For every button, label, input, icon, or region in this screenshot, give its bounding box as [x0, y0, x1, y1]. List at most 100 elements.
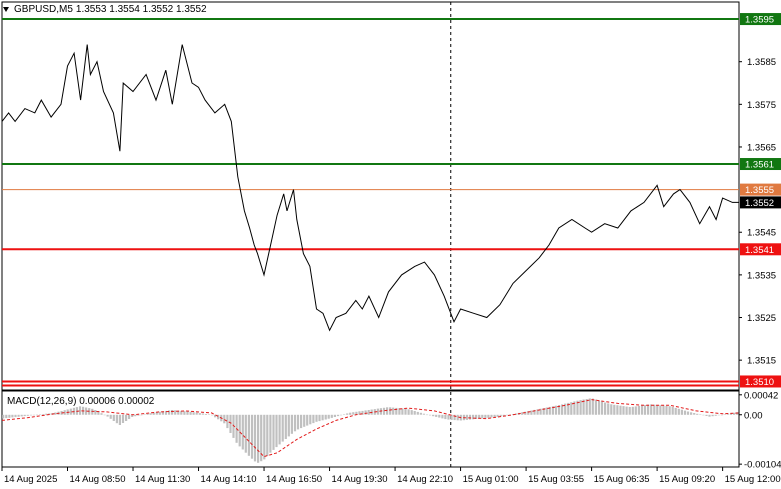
macd-histogram-bar [570, 402, 573, 415]
macd-histogram-bar [180, 410, 183, 415]
macd-histogram-bar [487, 414, 490, 418]
macd-histogram-bar [625, 406, 628, 415]
macd-histogram-bar [198, 413, 201, 415]
macd-histogram-bar [699, 414, 702, 415]
macd-histogram-bar [594, 399, 597, 415]
time-tick-label: 14 Aug 08:50 [70, 474, 126, 485]
macd-histogram-bar [253, 414, 257, 462]
macd-histogram-bar [177, 410, 180, 415]
time-tick-label: 15 Aug 12:00 [725, 474, 781, 485]
macd-histogram-bar [352, 412, 355, 415]
macd-histogram-bar [665, 405, 668, 415]
macd-histogram-bar [619, 405, 622, 415]
macd-histogram-bar [631, 406, 634, 415]
macd-histogram-bar [530, 410, 533, 415]
macd-histogram-bar [548, 406, 551, 415]
macd-histogram-bar [29, 414, 32, 416]
time-tick-label: 14 Aug 11:30 [135, 474, 190, 485]
macd-histogram-bar [152, 412, 155, 415]
macd-histogram-bar [125, 414, 128, 421]
macd-histogram-bar [128, 414, 131, 419]
macd-histogram-bar [14, 414, 17, 418]
macd-histogram-bar [668, 406, 671, 415]
macd-histogram-bar [389, 407, 392, 415]
macd-histogram-bar [404, 408, 407, 415]
macd-histogram-bar [610, 404, 613, 415]
macd-histogram-bar [343, 414, 346, 415]
macd-histogram-bar [358, 411, 361, 415]
macd-histogram-bar [349, 412, 352, 415]
macd-tick-label: -0.00104 [744, 460, 781, 471]
macd-histogram-bar [643, 405, 647, 415]
level-label: 1.3552 [745, 198, 774, 209]
macd-histogram-bar [558, 405, 561, 415]
macd-histogram-bar [207, 414, 211, 415]
time-tick-label: 15 Aug 01:00 [463, 474, 519, 485]
price-series-layer[interactable] [1, 44, 739, 332]
macd-histogram-bar [131, 414, 134, 417]
macd-histogram-bar [330, 414, 333, 418]
macd-histogram-bar [263, 414, 266, 460]
macd-histogram-bar [539, 408, 542, 415]
macd-histogram-bar [634, 406, 637, 415]
macd-histogram-bar [149, 413, 152, 415]
macd-histogram-bar [183, 411, 186, 415]
macd-signal-line[interactable] [1, 399, 740, 458]
price-tick-label: 1.3525 [747, 313, 776, 324]
macd-histogram-bar [54, 412, 57, 415]
macd-histogram-bar [100, 413, 103, 415]
macd-histogram-bar [168, 410, 171, 415]
macd-histogram-bar [333, 414, 336, 417]
level-label-box [740, 158, 781, 171]
macd-histogram-bar [45, 413, 48, 415]
macd-histogram-bar [211, 414, 214, 416]
macd-histogram-bar [484, 414, 487, 419]
macd-histogram-bar [355, 411, 358, 415]
macd-histogram-bar [94, 410, 97, 415]
macd-histogram-bar [637, 405, 640, 415]
macd-histogram-bar [472, 414, 475, 420]
macd-histogram-bar [542, 408, 545, 415]
macd-histogram-bar [106, 414, 109, 417]
macd-histogram-bar [564, 403, 567, 415]
macd-histogram-bar [171, 410, 174, 415]
macd-histogram-bar [232, 414, 235, 438]
macd-histogram-bar [158, 411, 161, 415]
macd-histogram-bar [272, 414, 275, 450]
dropdown-triangle-icon[interactable] [3, 7, 9, 12]
macd-histogram-bar [659, 405, 662, 415]
time-tick-label: 14 Aug 22:10 [397, 474, 453, 485]
macd-histogram-bar [733, 412, 736, 415]
macd-histogram-bar [561, 404, 564, 415]
macd-histogram-bar [85, 407, 88, 415]
macd-layer[interactable] [1, 398, 740, 463]
macd-histogram-bar [284, 414, 287, 439]
macd-histogram-bar [42, 414, 45, 415]
macd-histogram-bar [281, 414, 284, 442]
macd-histogram-bar [324, 414, 327, 420]
macd-histogram-bar [726, 413, 730, 415]
macd-histogram-bar [579, 400, 582, 415]
macd-histogram-bar [591, 398, 594, 415]
macd-histogram-bar [717, 414, 720, 416]
macd-histogram-bar [554, 405, 558, 415]
macd-histogram-bar [515, 413, 518, 415]
macd-histogram-bar [533, 409, 536, 415]
macd-histogram-bar [226, 414, 229, 429]
price-line[interactable] [1, 44, 739, 332]
macd-histogram-bar [613, 404, 616, 415]
macd-histogram-bar [155, 412, 158, 415]
macd-histogram-bar [300, 414, 303, 429]
macd-histogram-bar [121, 414, 125, 423]
macd-tick-label: 0.00042 [744, 390, 778, 401]
macd-histogram-bar [527, 411, 530, 415]
macd-histogram-bar [134, 414, 137, 417]
macd-histogram-bar [650, 404, 653, 415]
macd-histogram-bar [143, 414, 146, 415]
macd-histogram-bar [413, 411, 416, 415]
macd-histogram-bar [137, 414, 140, 416]
macd-histogram-bar [339, 414, 343, 416]
macd-histogram-bar [293, 414, 297, 432]
macd-histogram-bar [189, 411, 192, 415]
